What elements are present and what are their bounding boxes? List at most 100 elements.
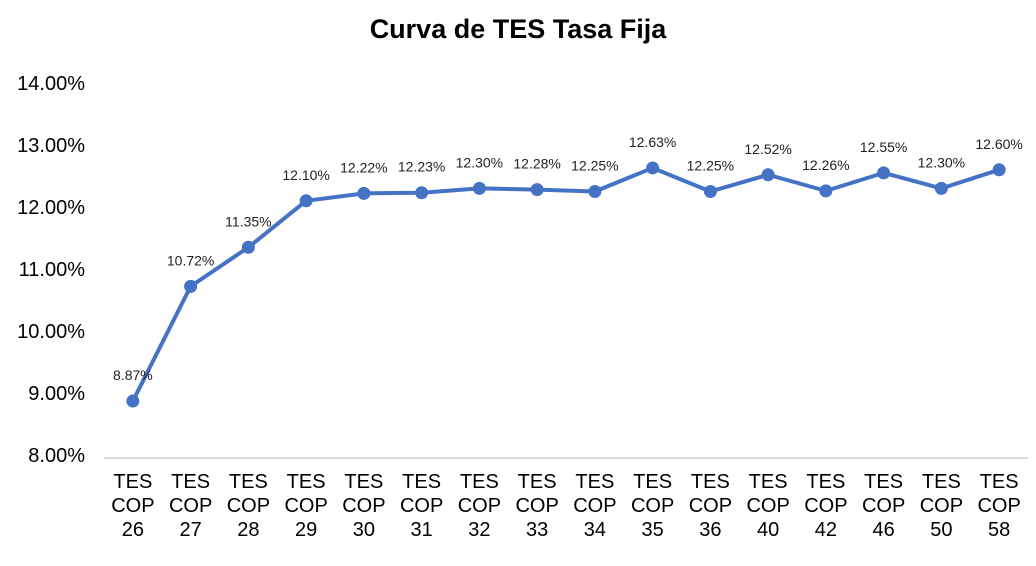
x-tick-label-line: 36 [699, 519, 721, 541]
x-tick-label-line: TES [864, 471, 903, 493]
y-tick-label: 9.00% [28, 383, 85, 405]
data-label: 12.63% [629, 134, 676, 150]
data-point [992, 163, 1006, 177]
data-label: 12.23% [398, 159, 445, 175]
data-point [588, 185, 602, 198]
series-line [131, 165, 1000, 402]
x-tick-label-line: COP [400, 495, 443, 517]
x-tick-label-line: COP [515, 495, 558, 517]
data-label: 12.52% [744, 141, 791, 157]
data-label: 12.25% [571, 158, 618, 174]
x-tick-label-line: 58 [988, 519, 1010, 541]
x-tick-label-line: 42 [815, 519, 837, 541]
x-tick-label-line: TES [460, 471, 499, 493]
data-label: 11.35% [225, 213, 271, 229]
data-point [299, 194, 313, 208]
x-tick-label-line: TES [633, 471, 672, 493]
x-tick-label: TES COP 26 [111, 471, 154, 541]
x-tick-label-line: COP [920, 495, 963, 517]
data-point [415, 186, 429, 200]
x-tick-label-line: 33 [526, 519, 548, 541]
data-point [241, 240, 255, 254]
data-label: 8.87% [113, 367, 153, 383]
x-tick-label-line: 40 [757, 519, 779, 541]
data-point [472, 181, 486, 195]
data-label: 12.30% [918, 154, 965, 170]
x-tick-label-line: TES [402, 471, 441, 493]
x-tick-label: TES COP 33 [515, 471, 558, 541]
x-tick-label-line: 34 [584, 519, 606, 541]
data-label: 12.26% [802, 157, 849, 173]
x-tick-label-line: TES [749, 471, 788, 493]
x-tick-label-line: TES [691, 471, 730, 493]
x-tick-label-line: COP [227, 495, 270, 517]
x-tick-label-line: TES [518, 471, 557, 493]
x-tick-label-line: 31 [411, 519, 433, 541]
data-label: 12.10% [282, 167, 329, 183]
x-tick-label: TES COP 32 [458, 471, 501, 541]
x-tick-label-line: TES [171, 471, 210, 493]
data-label: 10.72% [167, 252, 214, 268]
x-tick-label: TES COP 30 [342, 471, 385, 541]
x-tick-label: TES COP 31 [400, 471, 443, 541]
data-point [761, 168, 775, 182]
x-tick-label-line: 35 [642, 519, 664, 541]
data-point [646, 161, 660, 175]
x-tick-label-line: 26 [122, 519, 144, 541]
x-tick-label: TES COP 40 [746, 471, 789, 541]
x-tick-label: TES COP 46 [862, 471, 905, 541]
x-tick-label-line: 32 [468, 519, 490, 541]
x-tick-label: TES COP 50 [920, 471, 963, 541]
x-tick-label: TES COP 58 [977, 471, 1020, 541]
y-tick-label: 11.00% [19, 259, 86, 281]
x-tick-label-line: COP [977, 495, 1020, 517]
chart-title: Curva de TES Tasa Fija [369, 14, 667, 44]
x-tick-label-line: COP [111, 495, 154, 517]
x-tick-label-line: 46 [873, 519, 895, 541]
data-label: 12.55% [860, 139, 907, 155]
y-tick-label: 13.00% [17, 135, 85, 157]
x-tick-label-line: 29 [295, 519, 317, 541]
data-label: 12.60% [975, 136, 1022, 152]
x-tick-label-line: TES [980, 471, 1019, 493]
x-tick-label-line: 27 [180, 519, 202, 541]
data-point [184, 279, 198, 293]
y-tick-label: 12.00% [17, 197, 85, 219]
data-point [126, 394, 140, 408]
x-tick-label-line: COP [458, 495, 501, 517]
x-tick-label-line: COP [689, 495, 732, 517]
x-tick-label-line: TES [229, 471, 268, 493]
x-tick-label-line: 28 [237, 519, 259, 541]
x-tick-label-line: TES [113, 471, 152, 493]
x-tick-label: TES COP 35 [631, 471, 674, 541]
x-tick-label: TES COP 34 [573, 471, 616, 541]
x-tick-label-line: TES [344, 471, 383, 493]
x-tick-label-line: TES [922, 471, 961, 493]
x-tick-label-line: TES [575, 471, 614, 493]
data-point [819, 184, 833, 198]
x-tick-label: TES COP 29 [284, 471, 327, 541]
x-tick-label-line: COP [631, 495, 674, 517]
x-tick-label-line: COP [573, 495, 616, 517]
data-point [530, 183, 544, 197]
x-tick-label-line: 50 [930, 519, 952, 541]
data-point [934, 181, 948, 195]
x-tick-label-line: COP [169, 495, 212, 517]
data-point [703, 185, 717, 198]
x-tick-label-line: COP [746, 495, 789, 517]
x-tick-label-line: 30 [353, 519, 375, 541]
data-label: 12.30% [456, 154, 503, 170]
data-label: 12.25% [687, 158, 734, 174]
data-point [877, 166, 891, 180]
data-point [357, 186, 371, 200]
x-tick-label-line: TES [287, 471, 326, 493]
y-tick-label: 10.00% [17, 321, 85, 343]
x-tick-label: TES COP 36 [689, 471, 732, 541]
data-label: 12.28% [513, 156, 560, 172]
y-tick-label: 8.00% [28, 445, 85, 467]
x-tick-label: TES COP 27 [169, 471, 212, 541]
x-tick-label-line: TES [806, 471, 845, 493]
x-tick-label: TES COP 28 [227, 471, 270, 541]
data-label: 12.22% [340, 159, 387, 175]
